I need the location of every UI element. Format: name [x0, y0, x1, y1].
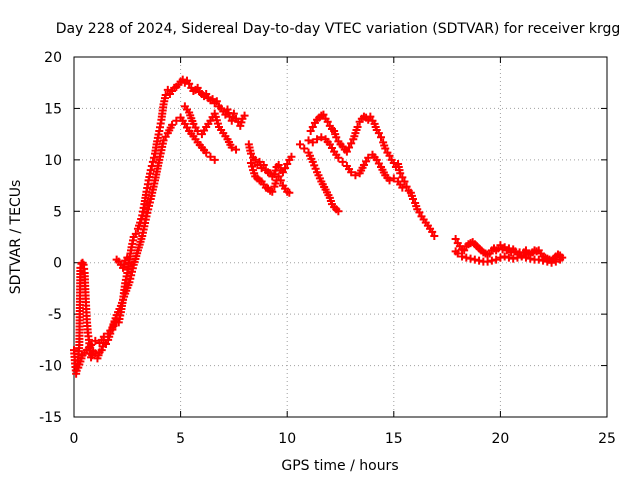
y-tick-label: 10: [44, 153, 62, 169]
x-tick-label: 10: [278, 431, 296, 447]
x-axis-label: GPS time / hours: [281, 458, 398, 474]
sdtvar-chart: Day 228 of 2024, Sidereal Day-to-day VTE…: [0, 0, 640, 480]
x-tick-label: 20: [491, 431, 509, 447]
chart-background: [0, 0, 640, 480]
y-tick-label: 5: [53, 204, 62, 220]
x-tick-label: 0: [70, 431, 79, 447]
y-tick-label: -15: [39, 410, 62, 426]
x-tick-label: 5: [176, 431, 185, 447]
x-tick-label: 25: [598, 431, 616, 447]
y-tick-label: -5: [48, 307, 62, 323]
y-tick-label: 15: [44, 101, 62, 117]
x-tick-label: 15: [385, 431, 403, 447]
y-axis-label: SDTVAR / TECUs: [8, 180, 24, 295]
y-tick-label: 20: [44, 50, 62, 66]
y-tick-label: -10: [39, 359, 62, 375]
chart-title: Day 228 of 2024, Sidereal Day-to-day VTE…: [56, 21, 621, 37]
y-tick-label: 0: [53, 256, 62, 272]
